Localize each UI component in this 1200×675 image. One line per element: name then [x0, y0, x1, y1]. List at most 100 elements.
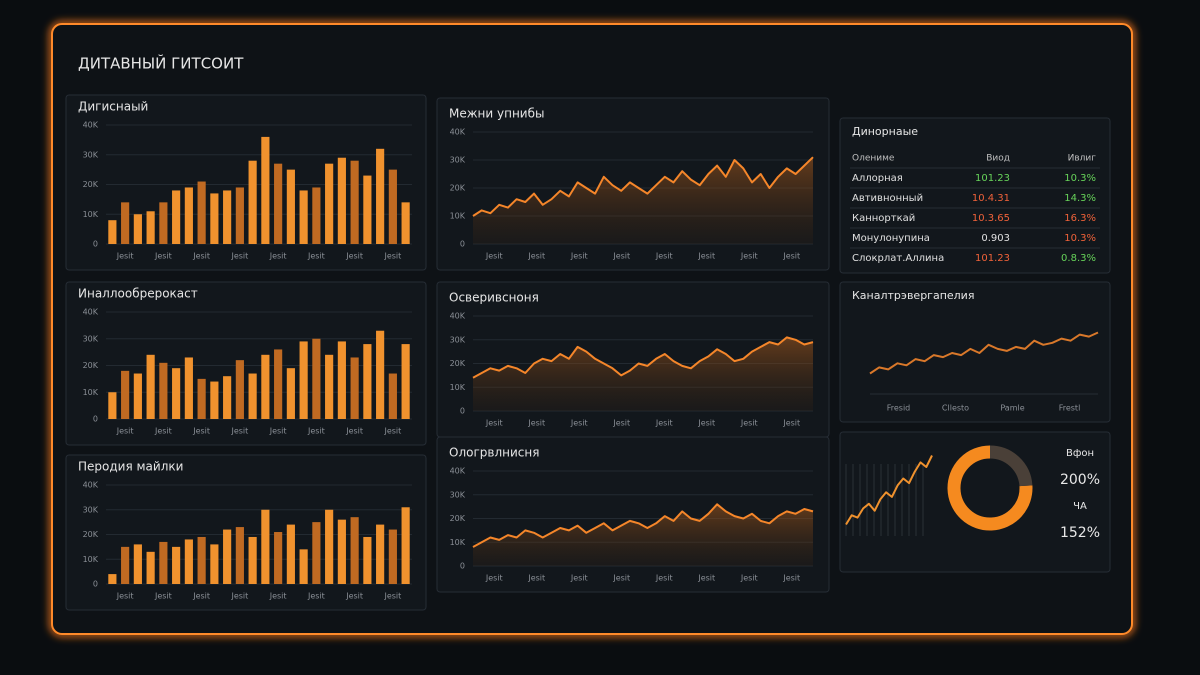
table-cell: Монулонупина — [852, 233, 930, 244]
panel-title: Иналлообрерокаст — [78, 287, 198, 301]
y-tick-label: 40K — [450, 467, 466, 476]
y-tick-label: 20K — [450, 514, 466, 523]
y-tick-label: 30K — [450, 335, 466, 344]
x-tick-label: Jesit — [612, 419, 630, 428]
x-tick-label: Jesit — [230, 252, 248, 261]
x-tick-label: Jesit — [345, 427, 363, 436]
bar — [325, 509, 334, 584]
bar — [121, 370, 130, 419]
bar — [223, 529, 232, 584]
table-cell: Аллорная — [852, 173, 903, 184]
panel-title: Перодия майлки — [78, 460, 183, 474]
line — [472, 336, 814, 379]
bar — [108, 220, 117, 244]
x-tick-label: Jesit — [527, 252, 545, 261]
panels: Дигиснаый 40K 30K 20K 10K 0 Jesit Jesit Jesit Jes… — [65, 94, 1111, 611]
bar — [337, 519, 346, 584]
table-header: Олениме — [852, 154, 895, 164]
table-cell: 101.23 — [975, 253, 1010, 264]
x-tick-label: Jesit — [230, 427, 248, 436]
bar — [197, 378, 206, 419]
x-tick-label: Fresid — [887, 404, 911, 413]
y-tick-label: 0 — [93, 240, 98, 249]
y-tick-label: 30K — [450, 490, 466, 499]
bar — [350, 357, 359, 419]
bar — [121, 546, 130, 584]
x-tick-label: Jesit — [154, 252, 172, 261]
bar — [146, 551, 155, 584]
y-tick-label: 0 — [93, 415, 98, 424]
bar — [172, 190, 181, 244]
x-tick-label: Jesit — [485, 252, 503, 261]
panel-title: Осверивсноня — [449, 291, 539, 305]
bar — [172, 546, 181, 584]
bar — [286, 368, 295, 419]
table-cell: Каннорткай — [852, 213, 915, 224]
bar — [350, 160, 359, 244]
y-tick-label: 10K — [83, 388, 99, 397]
bar — [274, 532, 283, 584]
bar — [401, 507, 410, 584]
x-tick-label: Jesit — [154, 427, 172, 436]
x-tick-label: Jesit — [269, 252, 287, 261]
bar — [197, 536, 206, 584]
bar — [197, 181, 206, 244]
x-tick-label: Jesit — [570, 419, 588, 428]
x-tick-label: Jesit — [485, 419, 503, 428]
y-tick-label: 40K — [83, 481, 99, 490]
y-tick-label: 40K — [83, 308, 99, 317]
bar — [376, 524, 385, 584]
bar — [388, 529, 397, 584]
bar — [184, 187, 193, 244]
bar — [184, 357, 193, 419]
x-tick-label: Jesit — [383, 592, 401, 601]
x-tick-label: Cllesto — [942, 404, 969, 413]
bar — [210, 193, 219, 244]
x-tick-label: Jesit — [570, 252, 588, 261]
panel-title: Динорнаые — [852, 125, 918, 138]
bar — [184, 539, 193, 584]
panel-title: Ологрвлнисня — [449, 446, 539, 460]
x-tick-label: Jesit — [485, 574, 503, 583]
x-tick-label: Jesit — [782, 419, 800, 428]
panel — [839, 431, 1111, 573]
y-tick-label: 20K — [450, 359, 466, 368]
x-tick-label: Jesit — [740, 574, 758, 583]
donut-segment — [989, 445, 1033, 487]
x-tick-label: Jesit — [154, 592, 172, 601]
donut-label: Вфон — [1066, 448, 1094, 459]
x-tick-label: Pamle — [1000, 404, 1024, 413]
y-tick-label: 20K — [450, 184, 466, 193]
x-tick-label: Jesit — [612, 574, 630, 583]
bar — [133, 373, 142, 419]
bar — [388, 373, 397, 419]
bar — [401, 202, 410, 244]
y-tick-label: 0 — [460, 240, 465, 249]
y-tick-label: 30K — [450, 156, 466, 165]
panel — [65, 94, 427, 271]
bar — [325, 163, 334, 244]
x-tick-label: Jesit — [655, 252, 673, 261]
table-cell: 10.4.31 — [972, 193, 1010, 204]
x-tick-label: Jesit — [612, 252, 630, 261]
x-tick-label: Jesit — [383, 427, 401, 436]
bar — [133, 214, 142, 244]
table-cell: 10.3.65 — [972, 213, 1010, 224]
panel — [436, 436, 830, 593]
bar — [108, 574, 117, 584]
x-tick-label: Jesit — [782, 574, 800, 583]
bar — [133, 544, 142, 584]
bar — [261, 136, 270, 244]
bar — [363, 175, 372, 244]
panel-title: Каналтрэвергапелия — [852, 289, 974, 302]
panel-title: Межни упнибы — [449, 107, 544, 121]
table-header: Виод — [986, 154, 1010, 164]
y-tick-label: 10K — [450, 212, 466, 221]
x-tick-label: Jesit — [116, 592, 134, 601]
donut-label: 152% — [1060, 525, 1100, 541]
bar — [286, 169, 295, 244]
panel-title: Дигиснаый — [78, 100, 148, 114]
header-title: ДИТАВНЫЙ ГИТСОИТ — [78, 54, 244, 73]
table-cell: 16.3% — [1064, 213, 1096, 224]
